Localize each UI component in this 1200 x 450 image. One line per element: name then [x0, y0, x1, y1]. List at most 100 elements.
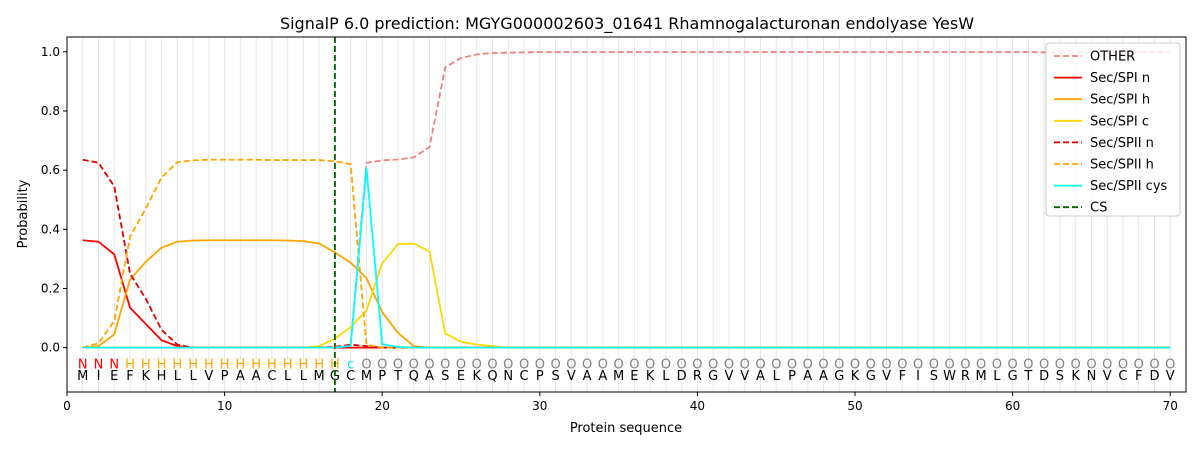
residue-label: G	[866, 369, 876, 384]
residue-label: A	[598, 369, 607, 384]
region-label: O	[677, 357, 687, 372]
residue-label: L	[300, 369, 308, 384]
region-label: O	[503, 357, 513, 372]
region-label: O	[487, 357, 497, 372]
region-label: O	[598, 357, 608, 372]
y-tick-label: 0.4	[41, 222, 60, 236]
residue-label: V	[567, 369, 576, 384]
x-tick-label: 30	[532, 399, 547, 413]
residue-label: R	[693, 369, 702, 384]
residue-label: K	[851, 369, 860, 384]
residue-label: F	[126, 369, 133, 384]
region-label: O	[708, 357, 718, 372]
residue-label: Q	[409, 369, 419, 384]
region-label: O	[740, 357, 750, 372]
residue-label: I	[916, 369, 920, 384]
residue-label: M	[77, 369, 88, 384]
residue-label: F	[899, 369, 906, 384]
residue-label: K	[473, 369, 482, 384]
region-label: O	[787, 357, 797, 372]
region-label: O	[645, 357, 655, 372]
residue-label: R	[961, 369, 970, 384]
residue-label: Q	[487, 369, 497, 384]
region-label: O	[1071, 357, 1081, 372]
region-label: O	[456, 357, 466, 372]
region-label: O	[913, 357, 923, 372]
region-label: O	[755, 357, 765, 372]
plot-frame	[66, 36, 1187, 393]
series-line	[82, 242, 1171, 349]
region-label: O	[1039, 357, 1049, 372]
y-tick-label: 0.6	[41, 163, 60, 177]
residue-label: M	[314, 369, 325, 384]
region-label: H	[141, 357, 151, 372]
x-tick-label: 40	[690, 399, 705, 413]
region-label: O	[1008, 357, 1018, 372]
residue-label: E	[110, 369, 118, 384]
residue-label: A	[756, 369, 765, 384]
legend-label: Sec/SPI c	[1090, 114, 1149, 129]
residue-label: K	[646, 369, 655, 384]
region-label: O	[1118, 357, 1128, 372]
residue-label: S	[930, 369, 938, 384]
region-label: O	[692, 357, 702, 372]
residue-label: G	[330, 369, 340, 384]
residue-label: L	[662, 369, 670, 384]
residue-label: A	[236, 369, 245, 384]
residue-label: W	[943, 369, 956, 384]
residue-label: V	[1166, 369, 1175, 384]
residue-label: T	[393, 369, 402, 384]
region-label: H	[125, 357, 135, 372]
residue-label: A	[583, 369, 592, 384]
region-label: O	[850, 357, 860, 372]
region-label: O	[1165, 357, 1175, 372]
residue-label: A	[819, 369, 828, 384]
residue-label: M	[613, 369, 624, 384]
region-label: O	[361, 357, 371, 372]
region-label: O	[629, 357, 639, 372]
residue-label: S	[551, 369, 559, 384]
residue-label: G	[1008, 369, 1018, 384]
series-line	[82, 239, 1171, 349]
region-label: O	[582, 357, 592, 372]
region-label: H	[283, 357, 293, 372]
residue-label: A	[425, 369, 434, 384]
legend-label: Sec/SPII cys	[1090, 179, 1168, 194]
region-label: O	[1149, 357, 1159, 372]
x-axis-label: Protein sequence	[570, 421, 682, 436]
region-label: O	[393, 357, 403, 372]
region-label: H	[314, 357, 324, 372]
residue-label: S	[1056, 369, 1064, 384]
legend: OTHER Sec/SPI n Sec/SPI h Sec/SPI c Sec/SPII…	[1045, 42, 1181, 217]
legend-label: Sec/SPII h	[1090, 158, 1154, 173]
y-tick-label: 1.0	[41, 45, 60, 59]
region-label: N	[109, 357, 119, 372]
region-label: O	[897, 357, 907, 372]
residue-label: L	[993, 369, 1001, 384]
residue-label: P	[788, 369, 796, 384]
residue-label: D	[1039, 369, 1049, 384]
residue-label: V	[740, 369, 749, 384]
region-label: O	[472, 357, 482, 372]
residue-label: V	[204, 369, 213, 384]
region-label: O	[818, 357, 828, 372]
residue-label: M	[976, 369, 987, 384]
region-label: O	[881, 357, 891, 372]
x-tick-label: 20	[375, 399, 390, 413]
legend-label: Sec/SPI h	[1090, 93, 1150, 108]
region-label: H	[267, 357, 277, 372]
legend-label: CS	[1090, 201, 1107, 216]
residue-label: S	[441, 369, 449, 384]
region-label: O	[803, 357, 813, 372]
residue-label: V	[1103, 369, 1112, 384]
legend-label: Sec/SPI n	[1090, 71, 1150, 86]
region-label: O	[440, 357, 450, 372]
residue-label: C	[267, 369, 276, 384]
region-label: O	[929, 357, 939, 372]
series-line	[82, 51, 1171, 349]
residue-label: V	[882, 369, 891, 384]
legend-box	[1045, 42, 1181, 217]
residue-label: C	[520, 369, 529, 384]
y-tick-label: 0.2	[41, 281, 60, 295]
